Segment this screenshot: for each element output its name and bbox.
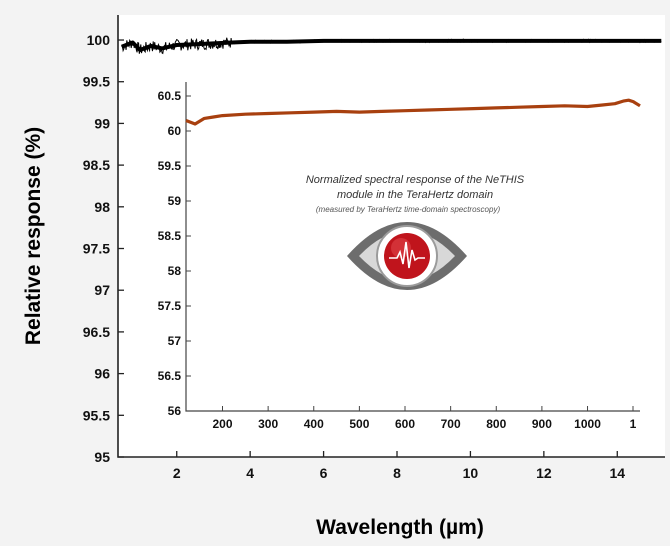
main-x-tick-label: 6: [320, 465, 328, 481]
inset-series-line: [185, 98, 641, 126]
inset-y-tick-label: 57.5: [158, 299, 182, 313]
y-axis-title: Relative response (%): [22, 127, 45, 345]
inset-x-tick-label: 500: [349, 417, 369, 431]
inset-x-tick-label: 200: [212, 417, 232, 431]
main-x-tick-label: 2: [173, 465, 181, 481]
inset-y-tick-label: 58.5: [158, 229, 182, 243]
main-y-tick-label: 98.5: [83, 157, 110, 173]
main-x-ticks: 2 4 6 8 10 12 14: [173, 451, 625, 481]
main-y-ticks: 100 99.5 99 98.5 98 97.5 97 96.5 96 95.5 95: [83, 32, 124, 465]
inset-y-tick-label: 57: [168, 334, 182, 348]
main-y-tick-label: 100: [87, 32, 111, 48]
inset-x-tick-label: 300: [258, 417, 278, 431]
inset-y-tick-label: 60.5: [158, 89, 182, 103]
main-x-tick-label: 4: [246, 465, 254, 481]
nethis-eye-logo: [347, 222, 467, 290]
x-axis-title: Wavelength (µm): [316, 516, 484, 539]
inset-x-tick-label: 900: [532, 417, 552, 431]
main-y-tick-label: 98: [94, 199, 110, 215]
main-y-tick-label: 96: [94, 366, 110, 382]
main-x-tick-label: 14: [609, 465, 625, 481]
main-y-tick-label: 96.5: [83, 324, 110, 340]
inset-x-tick-label: 800: [486, 417, 506, 431]
main-x-tick-label: 10: [463, 465, 479, 481]
main-y-tick-label: 97: [94, 282, 110, 298]
inset-y-tick-label: 56: [168, 404, 182, 418]
caption-block: Normalized spectral response of the NeTH…: [306, 174, 525, 214]
main-series-noise: [121, 37, 662, 55]
inset-y-tick-label: 59.5: [158, 159, 182, 173]
inset-y-tick-label: 60: [168, 124, 182, 138]
main-y-tick-label: 99.5: [83, 74, 110, 90]
inset-y-ticks: 60.5 60 59.5 59 58.5 58 57.5 57 56.5 56: [158, 89, 191, 418]
main-x-tick-label: 12: [536, 465, 552, 481]
main-y-tick-label: 99: [94, 115, 110, 131]
main-y-tick-label: 97.5: [83, 241, 110, 257]
inset-x-tick-label: 1: [630, 417, 637, 431]
caption-line-1: Normalized spectral response of the NeTH…: [306, 174, 525, 186]
main-x-tick-label: 8: [393, 465, 401, 481]
inset-x-tick-label: 1000: [574, 417, 601, 431]
inset-x-tick-label: 600: [395, 417, 415, 431]
inset-x-ticks: 200 300 400 500 600 700 800 900 1000 1: [212, 406, 637, 431]
inset-chart: 60.5 60 59.5 59 58.5 58 57.5 57 56.5 56 200 300 400…: [144, 68, 651, 432]
main-y-tick-label: 95.5: [83, 407, 110, 423]
inset-x-tick-label: 400: [304, 417, 324, 431]
caption-line-2: module in the TeraHertz domain: [337, 189, 493, 201]
caption-line-3: (measured by TeraHertz time-domain spect…: [316, 205, 501, 214]
inset-y-tick-label: 58: [168, 264, 182, 278]
inset-x-tick-label: 700: [441, 417, 461, 431]
inset-y-tick-label: 56.5: [158, 369, 182, 383]
inset-y-tick-label: 59: [168, 194, 182, 208]
main-y-tick-label: 95: [94, 449, 110, 465]
